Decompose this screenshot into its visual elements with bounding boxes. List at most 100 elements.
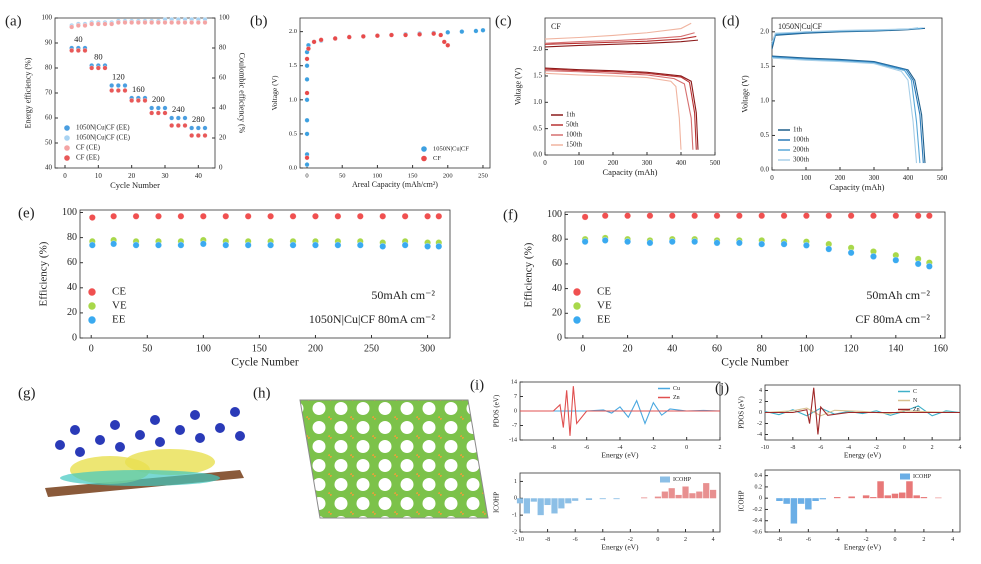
legend-marker xyxy=(64,145,70,151)
bar xyxy=(805,498,812,510)
legend-label: VE xyxy=(112,300,127,312)
y-axis-title: Energy efficiency (%) xyxy=(23,57,32,128)
data-point xyxy=(803,242,810,249)
data-point xyxy=(129,98,135,103)
x-tick-label: -10 xyxy=(761,445,769,451)
x-tick-label: 250 xyxy=(478,172,488,179)
y-tick-label: 70 xyxy=(45,89,53,97)
data-point xyxy=(169,115,175,121)
data-point xyxy=(914,212,922,220)
data-point xyxy=(199,240,207,248)
data-point xyxy=(155,212,162,220)
data-point xyxy=(102,21,108,27)
bar xyxy=(599,498,606,500)
y-tick-label: 7 xyxy=(514,394,517,400)
x-tick-label: -8 xyxy=(551,445,556,451)
data-point xyxy=(691,212,698,220)
legend-marker xyxy=(64,155,70,161)
y-tick-label: 40 xyxy=(67,282,77,293)
panel-label: (b) xyxy=(250,13,268,29)
x-tick-label: 4 xyxy=(951,537,954,543)
data-point xyxy=(109,83,115,88)
panel-label: (j) xyxy=(715,380,729,396)
y-tick-label: -7 xyxy=(512,423,517,429)
y-tick-label: 0.0 xyxy=(289,164,297,171)
x-tick-label: 0 xyxy=(894,537,897,543)
panel-label: (g) xyxy=(18,385,36,401)
x-axis-title: Energy (eV) xyxy=(844,451,882,460)
x-tick-label: 100 xyxy=(373,172,383,179)
bar xyxy=(703,483,710,499)
data-point xyxy=(713,239,721,247)
x-axis-title: Cycle Number xyxy=(721,357,789,369)
x-axis-title: Capacity (mAh) xyxy=(603,167,658,177)
annotation: 240 xyxy=(172,104,185,114)
data-point xyxy=(691,238,698,245)
data-point xyxy=(155,105,161,111)
x-tick-label: 10 xyxy=(95,172,103,180)
y-axis-title: Voltage (V) xyxy=(270,75,279,111)
legend-label: 200th xyxy=(793,146,809,154)
legend-marker xyxy=(64,135,70,141)
data-point xyxy=(155,241,162,249)
atoms xyxy=(55,407,245,457)
x-tick-label: 0 xyxy=(656,537,659,543)
data-point xyxy=(122,20,128,25)
data-point xyxy=(847,249,855,257)
data-point xyxy=(401,212,409,220)
data-point xyxy=(668,212,676,220)
x-tick-label: -6 xyxy=(573,537,578,543)
y-tick-label: 0 xyxy=(514,408,517,414)
data-point xyxy=(356,212,364,220)
data-point xyxy=(780,240,788,248)
x-tick-label: -8 xyxy=(545,537,550,543)
data-point xyxy=(182,123,188,128)
y-tick-label: 20 xyxy=(67,307,77,318)
annotation: 280 xyxy=(192,114,205,124)
data-point xyxy=(202,125,208,131)
legend-label: CF xyxy=(433,155,441,162)
data-line xyxy=(544,22,692,150)
annotation: 160 xyxy=(132,84,145,94)
data-point xyxy=(459,29,465,35)
annotation: 80 xyxy=(94,51,103,61)
data-point xyxy=(312,212,319,220)
data-point xyxy=(438,32,444,38)
y-axis-title: PDOS (eV) xyxy=(492,394,500,427)
y-tick-label: 40 xyxy=(552,283,562,294)
data-point xyxy=(202,133,208,138)
data-point xyxy=(480,27,486,33)
x-tick-label: 0 xyxy=(543,159,547,167)
bar xyxy=(668,488,675,499)
bar xyxy=(891,493,899,499)
y-tick-label: -0.4 xyxy=(753,518,763,524)
bar xyxy=(558,498,565,509)
x-tick-label: 2 xyxy=(922,537,925,543)
data-point xyxy=(169,123,175,128)
bar xyxy=(783,498,790,504)
data-line xyxy=(520,399,721,425)
y-tick-label: 1.0 xyxy=(760,97,769,105)
y-tick-label: 60 xyxy=(45,114,53,122)
x-tick-label: 100 xyxy=(196,343,211,354)
data-point xyxy=(189,125,195,131)
panel-label: (a) xyxy=(5,13,22,29)
legend-label: Zn xyxy=(673,395,680,401)
y-tick-label: 2.0 xyxy=(760,27,769,35)
legend-label: C xyxy=(913,389,917,395)
legend-label: 1th xyxy=(566,111,575,119)
data-point xyxy=(289,212,297,220)
y-tick-label: 0.4 xyxy=(755,473,763,479)
bar xyxy=(565,498,572,504)
data-point xyxy=(69,48,75,53)
data-point xyxy=(926,212,933,220)
x-tick-label: 100 xyxy=(801,174,812,182)
data-point xyxy=(110,240,117,248)
y-tick-label: 1.5 xyxy=(760,62,769,70)
x-tick-label: 200 xyxy=(308,343,323,354)
x-tick-label: -2 xyxy=(864,537,869,543)
data-point xyxy=(914,260,922,268)
legend-marker xyxy=(421,146,427,152)
y-tick-label: 80 xyxy=(552,233,562,244)
data-point xyxy=(668,238,676,245)
